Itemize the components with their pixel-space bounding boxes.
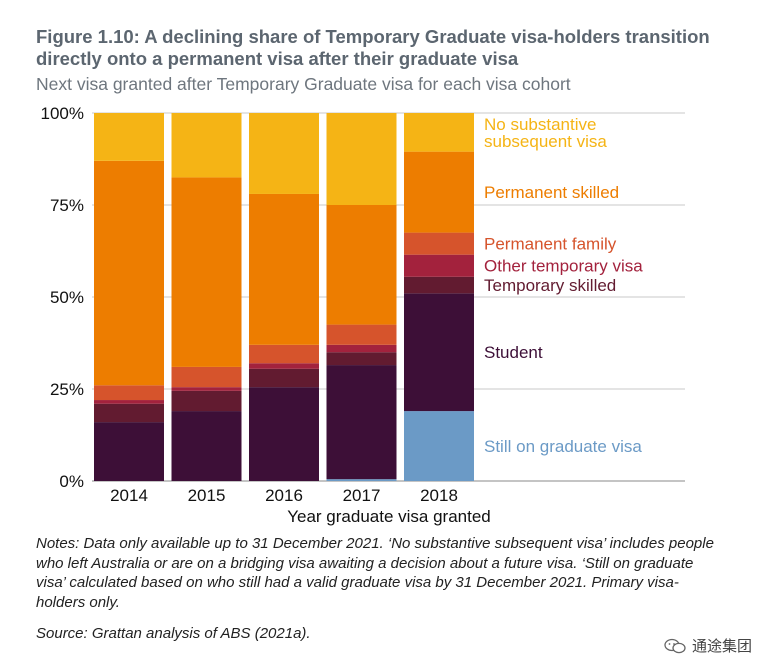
- bar-segment: [94, 385, 164, 401]
- bar-segment: [94, 422, 164, 481]
- bar-segment: [94, 403, 164, 423]
- bar-segment: [249, 363, 319, 369]
- bar-segment: [249, 368, 319, 388]
- bar-segment: [404, 151, 474, 233]
- x-tick-label: 2015: [188, 486, 226, 505]
- bar-segment: [249, 193, 319, 345]
- bar-segment: [171, 366, 242, 388]
- chart-notes: Notes: Data only available up to 31 Dece…: [36, 535, 714, 611]
- bar-segment: [249, 113, 319, 194]
- series-label: No substantive: [484, 115, 596, 134]
- bar-segment: [404, 411, 474, 481]
- series-label: Permanent skilled: [484, 183, 619, 202]
- bar-segment: [326, 479, 397, 481]
- series-label: Temporary skilled: [484, 276, 616, 295]
- series-label: Other temporary visa: [484, 257, 643, 276]
- x-axis: 2014 2015 2016 2017 2018: [110, 486, 458, 505]
- bar-segment: [249, 344, 319, 364]
- series-label: Permanent family: [484, 235, 617, 254]
- series-label: subsequent visa: [484, 132, 607, 151]
- bar-segment: [171, 390, 242, 412]
- bar-segment: [94, 400, 164, 404]
- y-axis: 0% 25% 50% 75% 100%: [41, 104, 84, 491]
- bar-segment: [404, 254, 474, 277]
- watermark-text: 通途集团: [691, 638, 752, 655]
- x-tick-label: 2018: [420, 486, 458, 505]
- chart-title: Figure 1.10: A declining share of Tempor…: [36, 26, 710, 69]
- chart-source: Source: Grattan analysis of ABS (2021a).: [36, 625, 311, 642]
- bar-segment: [326, 365, 397, 480]
- bar-segment: [404, 276, 474, 294]
- watermark: 通途集团: [664, 635, 752, 656]
- bar-segment: [404, 232, 474, 255]
- x-tick-label: 2016: [265, 486, 303, 505]
- y-tick-label: 0%: [59, 472, 84, 491]
- y-tick-label: 100%: [41, 104, 84, 123]
- bar-segment: [404, 113, 474, 152]
- bar-segment: [171, 387, 242, 391]
- bar-segment: [326, 113, 397, 205]
- x-tick-label: 2014: [110, 486, 148, 505]
- bar-segment: [171, 177, 242, 367]
- wechat-icon: [664, 638, 686, 653]
- bar-segment: [171, 113, 242, 178]
- series-label: Student: [484, 343, 543, 362]
- bar-segment: [94, 113, 164, 161]
- bar-segment: [326, 324, 397, 345]
- bar-segment: [171, 411, 242, 481]
- y-tick-label: 25%: [50, 380, 84, 399]
- bar-segment: [326, 352, 397, 366]
- series-label: Still on graduate visa: [484, 437, 642, 456]
- bar-segment: [94, 160, 164, 386]
- y-tick-label: 50%: [50, 288, 84, 307]
- x-tick-label: 2017: [343, 486, 381, 505]
- y-tick-label: 75%: [50, 196, 84, 215]
- stacked-bar-chart: 0% 25% 50% 75% 100% 2014 2015 2016 2017 2018 No …: [41, 104, 685, 526]
- bar-segment: [249, 387, 319, 481]
- bar-segment: [326, 344, 397, 353]
- bar-segment: [326, 205, 397, 325]
- chart-subtitle: Next visa granted after Temporary Gradua…: [36, 74, 571, 94]
- bar-segment: [404, 293, 474, 412]
- bars: [94, 113, 474, 481]
- x-axis-title: Year graduate visa granted: [287, 507, 491, 526]
